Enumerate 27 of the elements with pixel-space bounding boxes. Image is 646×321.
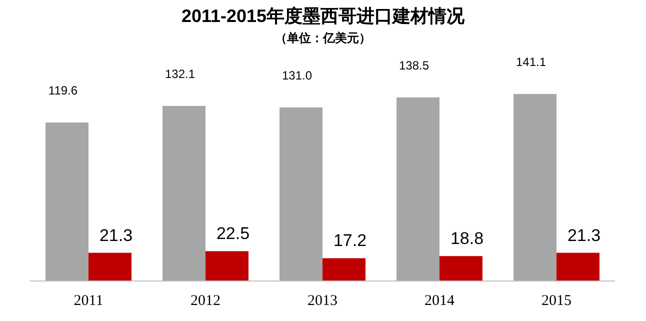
data-label: 22.5 [216,224,250,244]
x-tick-label: 2015 [542,293,572,309]
data-label: 138.5 [398,58,430,72]
data-label: 21.3 [99,226,133,245]
bar [556,252,600,281]
data-label: 17.2 [333,231,367,250]
bar [46,122,88,281]
chart-subtitle: （单位：亿美元） [275,31,371,45]
data-label: 21.3 [567,226,601,245]
data-label: 132.1 [164,66,196,81]
bar [88,252,132,281]
bar [322,258,366,281]
bar [396,97,440,281]
bar [514,94,556,281]
x-tick-label: 2013 [308,293,338,309]
data-label: 141.1 [516,55,546,69]
data-label: 131.0 [282,68,312,82]
bar [162,106,206,281]
x-tick-label: 2012 [190,293,220,309]
bar [206,251,248,281]
bar [440,256,482,281]
x-tick-label: 2011 [74,293,104,309]
x-tick-label: 2014 [424,293,455,309]
bar [280,107,322,281]
data-label: 119.6 [48,83,78,98]
chart-title: 2011-2015年度墨西哥进口建材情况 [181,6,466,26]
data-label: 18.8 [450,229,484,248]
